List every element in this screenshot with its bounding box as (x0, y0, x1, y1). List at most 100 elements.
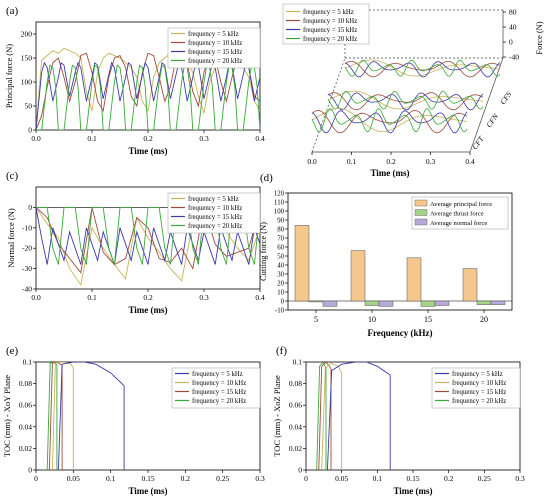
y-tick-label: 0 (28, 126, 32, 135)
y-tick-label: 30 (277, 271, 284, 278)
legend-label: frequency = 20 kHz (303, 36, 357, 43)
z-tick-label: -40 (509, 53, 519, 62)
legend-label: frequency = 5 kHz (303, 9, 354, 16)
y-tick-label: 80 (277, 226, 284, 233)
bar (378, 300, 394, 307)
panel-a: (a) 0.0 0.1 0.2 0.3 0.4 0 50 100 150 200 Time (ms) P… (4, 5, 265, 156)
y-tick-label: -30 (22, 264, 32, 273)
y-tick-label: 50 (25, 102, 33, 111)
x-tick-label: 0.2 (386, 157, 396, 166)
y-tick-label: 0.1 (293, 358, 303, 367)
z-axis-label: Force (N) (534, 21, 544, 54)
y-tick-label: 40 (277, 262, 284, 269)
panel-c: (c) 0.0 0.1 0.2 0.3 0.4 0 -10 -20 -30 -40 Time (ms)… (6, 170, 265, 315)
y-tick-label: 20 (277, 280, 284, 287)
x-tick-label: 0.1 (87, 293, 97, 302)
x-tick-label: 5 (314, 315, 318, 324)
bar (350, 250, 366, 302)
y-tick-label: 0 (281, 298, 285, 305)
legend-label: frequency = 15 kHz (188, 214, 242, 221)
series-line-4 (316, 362, 327, 470)
y-tick-label: 50 (277, 253, 284, 260)
panel-label: (f) (276, 345, 287, 357)
series-line-1 (326, 362, 391, 470)
waveform-line (327, 92, 484, 111)
legend-label: frequency = 15 kHz (303, 27, 357, 34)
x-tick-label: 0.1 (87, 134, 97, 143)
x-tick-label: 0.05 (335, 474, 348, 483)
y-tick-label: 0.08 (19, 379, 32, 388)
legend-label: frequency = 20 kHz (452, 398, 506, 405)
legend-label: frequency = 15 kHz (188, 49, 242, 56)
depth-label: CFN (484, 111, 500, 129)
y-tick-label: 0.08 (289, 379, 302, 388)
y-tick-label: 0.02 (289, 444, 302, 453)
waveform-line (311, 108, 468, 133)
y-tick-label: -40 (22, 285, 32, 294)
legend-box (167, 192, 261, 234)
x-tick-label: 0.25 (478, 474, 491, 483)
bar (406, 257, 422, 302)
legend-label: frequency = 5 kHz (188, 196, 239, 203)
x-tick-label: 0.2 (143, 134, 153, 143)
series-line-2 (321, 362, 343, 470)
bar (476, 300, 492, 305)
x-tick-label: 15 (424, 315, 432, 324)
series-line-2 (51, 362, 74, 470)
x-axis-label: Time (ms) (128, 305, 167, 315)
y-tick-label: 200 (21, 30, 33, 39)
y-axis-label: Normal force (N) (6, 208, 16, 268)
legend-box (411, 196, 509, 230)
y-tick-label: 90 (277, 217, 284, 224)
y-tick-label: 0.04 (19, 422, 32, 431)
axis-depth (469, 57, 504, 153)
z-tick-label: 40 (509, 23, 517, 32)
series-line-4 (46, 362, 58, 470)
y-axis-label: TOC (mm) - XoZ Plane (272, 375, 282, 457)
x-tick-label: 0 (34, 474, 38, 483)
axis-depth-left (311, 57, 346, 153)
series-line-3 (48, 362, 63, 470)
x-tick-label: 20 (480, 315, 488, 324)
series-line-3 (36, 61, 260, 130)
panel-e: (e) 0 0.05 0.1 0.15 0.2 0.25 0.3 0 0.02 0.04 0.06 0.… (2, 345, 265, 496)
legend-label: frequency = 10 kHz (188, 205, 242, 212)
legend-swatch (414, 199, 428, 207)
legend-box (167, 27, 261, 69)
bar (364, 300, 380, 306)
bar (434, 300, 450, 306)
y-axis-label: Principal force (N) (4, 44, 14, 108)
panel-d: (d) -10 0 10 20 30 40 50 60 70 80 90 100 110 120 5 10 15 2… (258, 172, 513, 338)
x-tick-label: 0.3 (255, 474, 265, 483)
x-tick-label: 0.3 (515, 474, 525, 483)
legend-label: frequency = 20 kHz (192, 398, 246, 405)
series-line-4 (36, 206, 260, 265)
waveform-line (344, 61, 501, 78)
y-axis-label: TOC (mm) - XoY Plane (2, 375, 12, 457)
waveform-line (311, 109, 468, 134)
x-tick-label: 0.0 (31, 134, 41, 143)
legend-label: frequency = 15 kHz (192, 389, 246, 396)
y-tick-label: 120 (274, 190, 285, 197)
x-tick-label: 0.3 (426, 157, 436, 166)
x-tick-label: 0.2 (181, 474, 191, 483)
x-tick-label: 0 (304, 474, 308, 483)
waveform-line (344, 59, 501, 77)
y-tick-label: 0 (28, 466, 32, 475)
panel-f: (f) 0 0.05 0.1 0.15 0.2 0.25 0.3 0 0.02 0.04 0.06 0.… (272, 345, 525, 496)
legend-label: frequency = 15 kHz (452, 389, 506, 396)
bar (294, 225, 310, 302)
x-tick-label: 10 (368, 315, 376, 324)
y-tick-label: 110 (274, 199, 285, 206)
x-tick-label: 0.1 (347, 157, 357, 166)
x-tick-label: 0.2 (444, 474, 454, 483)
legend-label: frequency = 10 kHz (452, 380, 506, 387)
waveform-line (327, 90, 484, 110)
depth-label: CFT (470, 134, 486, 151)
legend-box (282, 3, 370, 45)
bar (308, 300, 324, 303)
legend-label: frequency = 10 kHz (303, 18, 357, 25)
bar (322, 300, 338, 307)
x-tick-label: 0.05 (67, 474, 80, 483)
